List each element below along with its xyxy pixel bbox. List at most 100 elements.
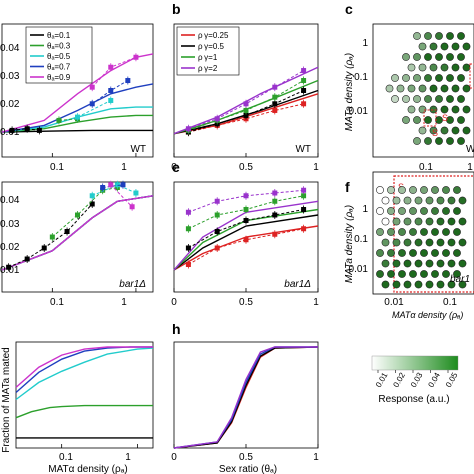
panel-e-series-line — [173, 214, 319, 271]
panel-e-data-point — [185, 209, 191, 215]
legend-entry: θₐ=0.9 — [47, 73, 71, 82]
panel-a-series-line — [1, 53, 154, 133]
panel-b-data-point — [214, 116, 220, 122]
panel-e-data-point — [214, 245, 220, 251]
panel-f-xtick: 0.1 — [443, 297, 457, 308]
response-dot — [425, 259, 434, 268]
response-dot — [398, 186, 406, 194]
panel-e-data-point — [272, 198, 278, 204]
panel-c-s-region — [469, 63, 474, 89]
response-dot — [440, 63, 449, 72]
panel-d-data-point — [89, 201, 95, 207]
panel-d-data-point — [129, 204, 135, 210]
response-dot — [407, 63, 416, 72]
panel-d-xtick: 1 — [121, 297, 127, 308]
panel-e-data-point — [243, 218, 249, 223]
response-dot — [376, 228, 384, 236]
panel-a-data-point — [125, 78, 131, 84]
response-dot — [407, 105, 416, 114]
response-dot — [387, 207, 395, 215]
response-dot — [424, 116, 432, 124]
panel-h: h 0 0.5 1 Sex ratio (θₐ) — [171, 321, 319, 474]
panel-e-data-point — [272, 231, 278, 237]
panel-b-data-point — [301, 68, 307, 74]
response-dot — [385, 84, 394, 93]
response-dot — [435, 95, 443, 103]
response-dot — [409, 249, 417, 257]
panel-c-annotation: S — [442, 113, 448, 123]
response-dot — [424, 53, 432, 61]
panel-d-data-point — [114, 182, 120, 188]
panel-d-ytick: 0.04 — [0, 195, 20, 206]
response-dot — [425, 217, 434, 226]
panel-d-frame — [1, 181, 154, 293]
legend-entry: θₐ=0.3 — [47, 42, 71, 51]
response-dot — [436, 238, 445, 247]
response-dot — [431, 270, 439, 278]
response-dot — [409, 228, 417, 236]
response-dot — [462, 42, 471, 51]
panel-a-data-point — [9, 127, 15, 133]
panel-e-data-point — [185, 245, 191, 251]
response-dot — [407, 84, 416, 93]
panel-a-data-point — [36, 127, 42, 133]
response-dot — [409, 186, 417, 194]
response-dot — [392, 280, 401, 289]
panel-e-data-point — [214, 198, 220, 204]
response-dot — [392, 259, 401, 268]
response-dot — [435, 53, 443, 61]
legend-entry: ρ γ=0.5 — [198, 42, 224, 51]
response-dot — [442, 186, 450, 194]
panel-c-xtick: 0.1 — [419, 162, 433, 173]
response-dot — [453, 207, 461, 215]
panel-g-xtick: 1 — [125, 452, 131, 463]
panel-f-ytick: 0.01 — [349, 264, 369, 275]
response-dot — [376, 186, 384, 194]
response-dot — [429, 63, 438, 72]
panel-c-ytick: 1 — [362, 38, 368, 49]
response-dot — [387, 186, 395, 194]
panel-f-corner-label: bar1 — [450, 274, 470, 285]
response-dot — [413, 95, 421, 103]
response-dot — [424, 137, 432, 145]
panel-d-data-point — [41, 245, 47, 251]
legend-entry: θₐ=0.5 — [47, 52, 71, 61]
panel-d-ytick: 0.01 — [0, 265, 20, 276]
response-dot — [402, 95, 410, 103]
panel-f-frame — [372, 171, 474, 295]
response-dot — [435, 116, 443, 124]
response-dot — [458, 280, 467, 289]
panel-h-xtick: 0.5 — [239, 452, 253, 463]
response-dot — [414, 259, 423, 268]
response-dot — [424, 32, 432, 40]
response-dot — [381, 280, 390, 289]
response-dot — [402, 116, 410, 124]
response-dot — [398, 207, 406, 215]
response-dot — [376, 207, 384, 215]
panel-d-data-point — [49, 234, 55, 240]
response-dot — [435, 137, 443, 145]
response-dot — [457, 137, 465, 145]
response-dot — [431, 186, 439, 194]
response-dot — [398, 249, 406, 257]
response-dot — [429, 42, 438, 51]
response-dot — [447, 196, 456, 205]
panel-e-corner-label: bar1Δ — [284, 279, 311, 290]
panel-h-xtick: 1 — [313, 452, 319, 463]
response-dot — [447, 259, 456, 268]
panel-letter-b: b — [172, 1, 181, 17]
colorbar: 0.01 0.02 0.03 0.04 0.05 Response (a.u.) — [371, 355, 460, 405]
panel-a-data-point — [24, 126, 30, 132]
panel-b-data-point — [243, 112, 249, 118]
response-dot — [391, 74, 399, 82]
response-dot — [413, 74, 421, 82]
panel-e-points-link — [188, 209, 304, 249]
response-dot — [457, 95, 465, 103]
panel-d-ytick: 0.02 — [0, 242, 20, 253]
response-dot — [451, 63, 460, 72]
panel-b-data-point — [243, 107, 249, 113]
panel-b-xtick: 0.5 — [239, 162, 253, 173]
response-dot — [462, 105, 471, 114]
panel-b-xtick: 0 — [171, 162, 177, 173]
